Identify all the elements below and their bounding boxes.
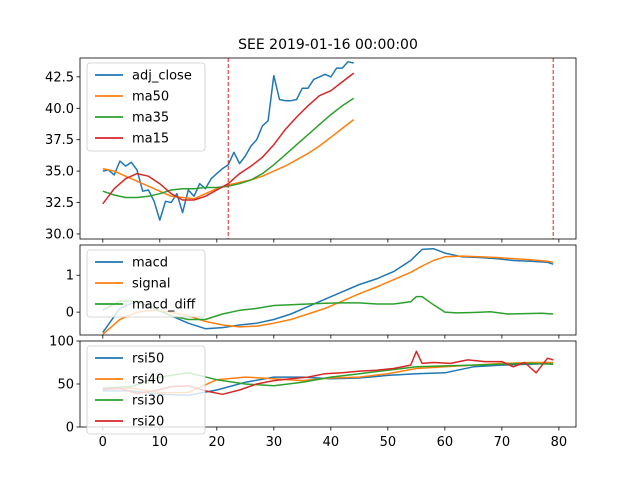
series-line-macd <box>102 247 554 333</box>
legend-box <box>86 249 206 318</box>
legend-label-ma15: ma15 <box>132 132 169 147</box>
legend-label-rsi40: rsi40 <box>132 373 164 388</box>
x-tick-label: 30 <box>266 435 283 450</box>
x-tick-label: 80 <box>551 435 568 450</box>
y-tick-label: 37.5 <box>45 133 74 148</box>
y-tick-label: 1 <box>66 269 74 284</box>
y-tick-label: 0 <box>66 421 74 436</box>
legend-label-signal: signal <box>132 277 170 292</box>
legend-label-rsi50: rsi50 <box>132 352 164 367</box>
legend-label-adj_close: adj_close <box>132 69 192 84</box>
x-tick-label: 70 <box>494 435 511 450</box>
y-tick-label: 0 <box>66 306 74 321</box>
y-tick-label: 35.0 <box>45 165 74 180</box>
axes-frame <box>79 244 577 336</box>
legend-box <box>86 345 206 435</box>
y-tick-label: 100 <box>49 335 74 350</box>
axes-frame <box>79 57 577 240</box>
legend-box <box>86 62 206 152</box>
y-tick-label: 32.5 <box>45 196 74 211</box>
x-tick-label: 20 <box>209 435 226 450</box>
x-tick-label: 0 <box>99 435 107 450</box>
legend-label-rsi20: rsi20 <box>132 415 164 430</box>
legend-label-ma35: ma35 <box>132 111 169 126</box>
price-panel: 30.0 32.5 35.0 37.5 40.0 42.5 adj_close ma50 ma3… <box>45 57 577 243</box>
chart-title: SEE 2019-01-16 00:00:00 <box>238 37 418 53</box>
x-tick-label: 60 <box>437 435 454 450</box>
series-line-ma15 <box>102 72 355 205</box>
legend-label-ma50: ma50 <box>132 90 169 105</box>
y-tick-label: 42.5 <box>45 70 74 85</box>
x-tick-label: 40 <box>323 435 340 450</box>
y-tick-label: 30.0 <box>45 227 74 242</box>
x-tick-label: 10 <box>152 435 169 450</box>
y-tick-label: 40.0 <box>45 102 74 117</box>
y-tick-label: 50 <box>57 378 74 393</box>
x-tick-label: 50 <box>380 435 397 450</box>
legend-label-rsi30: rsi30 <box>132 394 164 409</box>
series-line-macd_diff <box>102 295 554 321</box>
series-line-adj_close <box>102 61 354 221</box>
legend-label-macd: macd <box>132 256 168 271</box>
macd-panel: 0 1 macd signal macd_diff <box>66 244 577 339</box>
rsi-panel: 0 50 100 0 10 20 30 40 50 60 70 80 rsi50 rsi40 rsi30 rs… <box>49 335 577 450</box>
legend-label-macd_diff: macd_diff <box>132 298 196 313</box>
